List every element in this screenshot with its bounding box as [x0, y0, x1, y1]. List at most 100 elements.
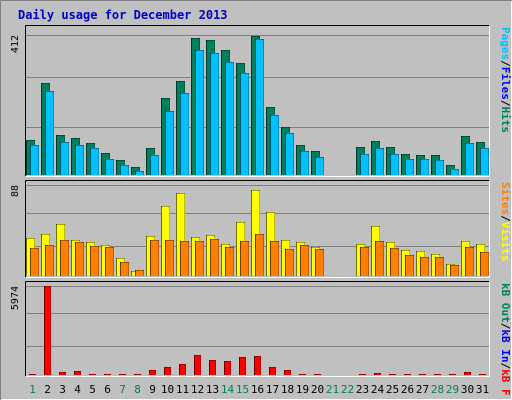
- bar-kb-f-day-28: [434, 374, 441, 375]
- legend-hits-files-pages: Pages/Files/Hits: [499, 27, 512, 133]
- bar-pages-day-26: [405, 159, 414, 175]
- day-label: 22: [341, 383, 354, 396]
- day-label: 7: [119, 383, 126, 396]
- bar-pages-day-13: [210, 53, 219, 175]
- bar-sites-day-6: [105, 247, 114, 276]
- bar-pages-day-28: [435, 160, 444, 175]
- bar-kb-f-day-3: [59, 372, 66, 375]
- chart-title: Daily usage for December 2013: [18, 8, 228, 22]
- bar-pages-day-17: [270, 115, 279, 175]
- bar-pages-day-10: [165, 111, 174, 175]
- legend-item: Pages: [499, 27, 512, 60]
- bar-kb-f-day-4: [74, 371, 81, 375]
- day-label: 4: [74, 383, 81, 396]
- day-label: 25: [386, 383, 399, 396]
- bar-sites-day-25: [390, 248, 399, 276]
- bar-kb-f-day-18: [284, 370, 291, 375]
- day-label: 23: [356, 383, 369, 396]
- bar-pages-day-14: [225, 62, 234, 175]
- bar-sites-day-28: [435, 257, 444, 276]
- bar-sites-day-19: [300, 245, 309, 276]
- bar-kb-f-day-16: [254, 356, 261, 375]
- bar-sites-day-18: [285, 249, 294, 276]
- day-label: 11: [176, 383, 189, 396]
- day-label: 20: [311, 383, 324, 396]
- bar-sites-day-26: [405, 255, 414, 276]
- day-label: 29: [446, 383, 459, 396]
- legend-visits-sites: Sites/Visits: [499, 182, 512, 262]
- day-label: 6: [104, 383, 111, 396]
- bar-pages-day-23: [360, 154, 369, 175]
- bar-pages-day-12: [195, 50, 204, 175]
- bar-sites-day-24: [375, 241, 384, 276]
- day-label: 24: [371, 383, 385, 396]
- bar-kb-f-day-19: [299, 374, 306, 375]
- bar-kb-f-day-27: [419, 374, 426, 375]
- day-label: 17: [266, 383, 279, 396]
- bar-kb-f-day-23: [359, 374, 366, 375]
- bar-sites-day-4: [75, 242, 84, 276]
- bar-kb-f-day-5: [89, 374, 96, 375]
- bar-pages-day-1: [30, 145, 39, 175]
- day-label: 26: [401, 383, 414, 396]
- day-label: 15: [236, 383, 249, 396]
- day-label: 16: [251, 383, 264, 396]
- bar-sites-day-7: [120, 262, 129, 276]
- bar-kb-f-day-7: [119, 374, 126, 375]
- bar-kb-f-day-14: [224, 361, 231, 375]
- bar-sites-day-13: [210, 239, 219, 276]
- legend-item: Sites: [499, 182, 512, 215]
- bar-kb-f-day-1: [29, 374, 36, 375]
- bar-kb-f-day-29: [449, 374, 456, 375]
- bar-sites-day-20: [315, 249, 324, 276]
- bar-kb-f-day-24: [374, 373, 381, 375]
- bar-pages-day-29: [450, 169, 459, 175]
- day-label: 27: [416, 383, 429, 396]
- bar-sites-day-11: [180, 241, 189, 276]
- bar-kb-f-day-25: [389, 374, 396, 375]
- bar-kb-f-day-20: [314, 374, 321, 375]
- bar-sites-day-3: [60, 240, 69, 276]
- day-label: 18: [281, 383, 294, 396]
- bar-pages-day-19: [300, 151, 309, 175]
- bar-kb-f-day-13: [209, 360, 216, 375]
- legend-item: Visits: [499, 222, 512, 262]
- bar-sites-day-30: [465, 247, 474, 276]
- day-label: 14: [221, 383, 235, 396]
- axis-max-label: 5974: [10, 286, 21, 310]
- bar-pages-day-6: [105, 159, 114, 175]
- axis-max-label: 412: [10, 35, 21, 53]
- legend-kb: kB Out/kB In/kB F: [499, 283, 512, 396]
- bar-sites-day-27: [420, 257, 429, 276]
- bar-pages-day-11: [180, 93, 189, 175]
- bar-sites-day-15: [240, 241, 249, 276]
- bar-pages-day-2: [45, 91, 54, 175]
- axis-max-label: 88: [10, 185, 21, 197]
- bar-sites-day-2: [45, 245, 54, 276]
- day-label: 5: [89, 383, 96, 396]
- bar-sites-day-12: [195, 241, 204, 276]
- day-label: 10: [161, 383, 174, 396]
- bar-kb-f-day-9: [149, 370, 156, 375]
- legend-item: kB In: [499, 329, 512, 362]
- bar-kb-f-day-30: [464, 372, 471, 375]
- day-label: 19: [296, 383, 309, 396]
- day-label: 31: [476, 383, 489, 396]
- day-label: 8: [134, 383, 141, 396]
- bar-pages-day-20: [315, 157, 324, 175]
- bar-sites-day-29: [450, 265, 459, 276]
- bar-kb-f-day-10: [164, 367, 171, 375]
- day-label: 28: [431, 383, 444, 396]
- bar-kb-f-day-12: [194, 355, 201, 375]
- bar-pages-day-4: [75, 145, 84, 175]
- day-label: 21: [326, 383, 339, 396]
- legend-item: Files: [499, 67, 512, 100]
- bar-sites-day-16: [255, 234, 264, 276]
- legend-item: Hits: [499, 107, 512, 134]
- bar-pages-day-8: [135, 171, 144, 175]
- bar-sites-day-5: [90, 246, 99, 276]
- bar-sites-day-8: [135, 270, 144, 276]
- day-label: 1: [29, 383, 36, 396]
